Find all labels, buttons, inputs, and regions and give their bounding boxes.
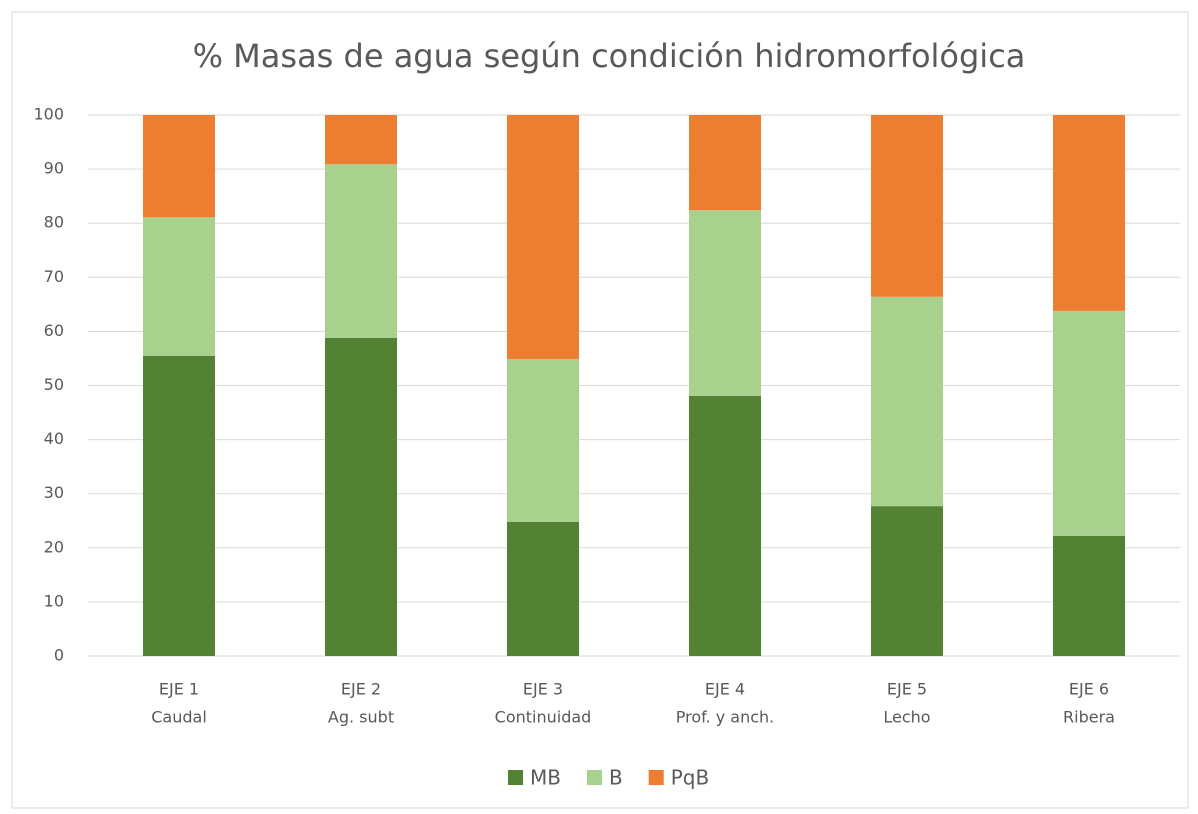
y-tick-label: 0 [54, 646, 64, 665]
bar-segment [1053, 115, 1125, 311]
y-tick-label: 50 [44, 375, 64, 394]
bar-segment [689, 115, 761, 211]
bar-segment [325, 337, 397, 656]
legend-swatch [586, 770, 602, 785]
x-tick-label: EJE 4 [705, 680, 745, 699]
x-tick-label: Ribera [1063, 708, 1115, 727]
legend-label: PqB [671, 766, 709, 790]
y-tick-label: 60 [44, 321, 64, 340]
x-tick-label: Ag. subt [328, 708, 394, 727]
x-tick-label: Prof. y anch. [676, 708, 775, 727]
bar-segment [689, 395, 761, 656]
x-tick-label: Continuidad [495, 708, 592, 727]
bar-segment [143, 217, 215, 356]
bar-segment [507, 521, 579, 656]
x-tick-label: Lecho [883, 708, 930, 727]
bar-segment [325, 164, 397, 338]
x-tick-label: EJE 5 [887, 680, 927, 699]
bar-segment [689, 210, 761, 396]
bar-segment [871, 115, 943, 297]
bar-segment [871, 296, 943, 507]
y-tick-label: 80 [44, 213, 64, 232]
x-tick-label: EJE 2 [341, 680, 381, 699]
bar-segment [507, 115, 579, 359]
y-tick-label: 90 [44, 159, 64, 178]
bar-segment [1053, 535, 1125, 656]
x-tick-label: Caudal [151, 708, 207, 727]
bar-segment [143, 355, 215, 656]
y-tick-label: 70 [44, 267, 64, 286]
legend-swatch [508, 770, 523, 785]
x-tick-label: EJE 3 [523, 680, 563, 699]
bar-segment [871, 506, 943, 656]
y-tick-label: 100 [33, 105, 64, 124]
legend-label: B [609, 766, 623, 790]
legend-label: MB [530, 766, 561, 790]
bar-segment [325, 115, 397, 165]
legend-swatch [648, 770, 664, 785]
y-tick-label: 10 [44, 591, 64, 610]
chart-title: % Masas de agua según condición hidromor… [193, 37, 1026, 75]
y-tick-label: 30 [44, 483, 64, 502]
x-tick-label: EJE 1 [159, 680, 199, 699]
x-tick-label: EJE 6 [1069, 680, 1109, 699]
bar-segment [143, 115, 215, 218]
y-tick-label: 40 [44, 429, 64, 448]
bar-segment [507, 358, 579, 522]
bar-segment [1053, 310, 1125, 536]
y-tick-label: 20 [44, 537, 64, 556]
